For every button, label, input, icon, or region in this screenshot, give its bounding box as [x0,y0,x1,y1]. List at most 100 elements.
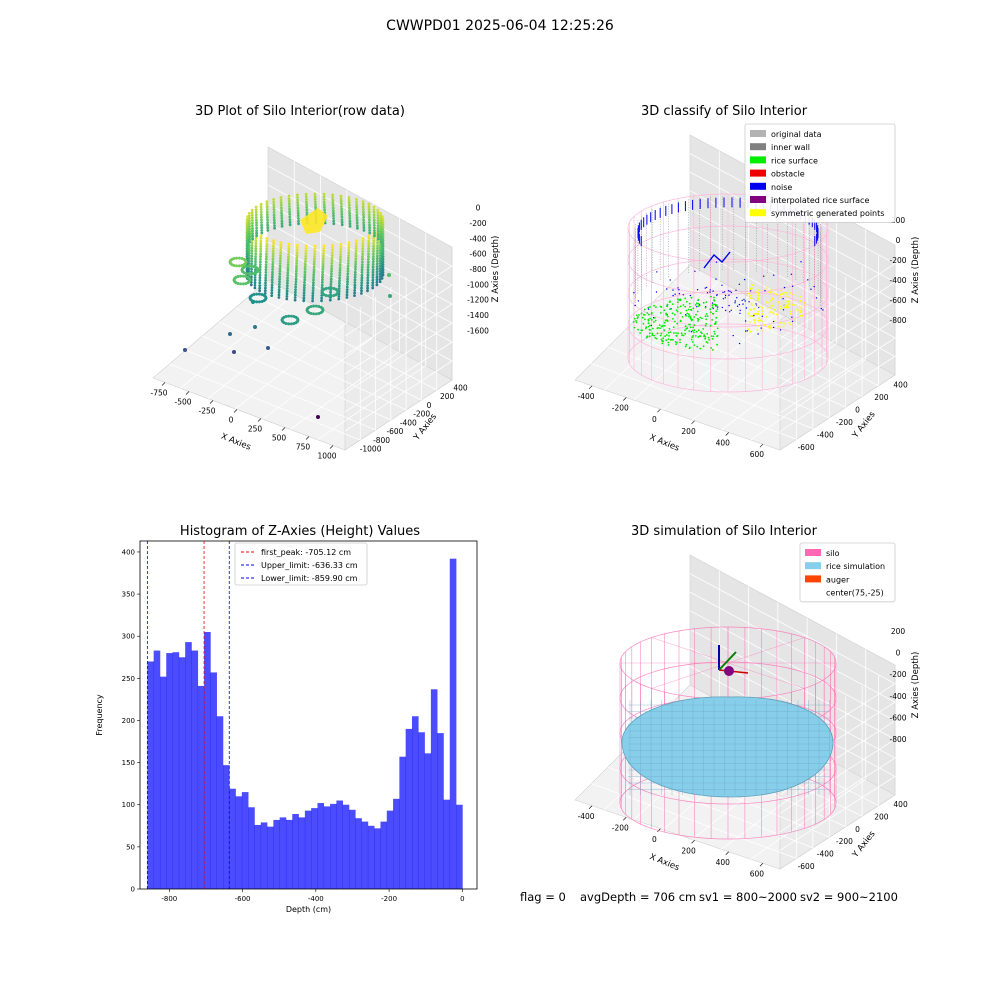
symmetric-point [765,289,767,291]
histogram-bar [273,820,280,889]
data-point [322,252,325,255]
data-point [251,227,254,230]
symmetric-point [780,290,782,292]
data-point [259,261,262,264]
noise-point [735,290,736,291]
data-point [379,212,382,215]
data-point [312,279,315,282]
data-point [265,240,268,243]
noise-point [814,286,815,287]
data-point [264,289,267,292]
data-point [362,242,365,245]
data-point [248,233,251,236]
data-point [296,199,299,202]
x-tick-label: -400 [578,812,595,821]
rice-surface-point [690,309,692,311]
data-point [287,322,290,325]
outlier-point [316,415,320,419]
data-point [273,206,276,209]
data-point [288,213,291,216]
data-point [361,253,364,256]
histogram-bar [387,811,394,889]
histogram-bar [305,811,312,889]
rice-surface-point [686,327,688,329]
symmetric-point [783,292,785,294]
data-point [254,276,257,279]
data-point [303,286,306,289]
data-point [376,278,379,281]
data-point [287,264,290,267]
data-point [330,273,333,276]
y-tick-label: -600 [386,427,403,436]
rice-surface-point [712,306,714,308]
symmetric-point [803,302,805,304]
y-tick-label: -200 [836,837,853,846]
data-point [251,230,254,233]
data-point [288,197,291,200]
rice-surface-point [693,324,695,326]
rice-surface-point [646,312,648,314]
symmetric-point [766,316,768,318]
y-tick-label: 150 [122,759,135,767]
data-point [312,305,315,308]
histogram-bar [450,559,457,889]
auger-center [724,666,734,676]
data-point [255,237,258,240]
data-point [347,254,350,257]
symmetric-point [786,307,788,309]
noise-point [744,279,745,280]
data-point [361,255,364,258]
outlier-point [388,294,392,298]
data-point [288,243,291,246]
data-point [256,267,259,270]
x-tick-label: 1000 [317,452,336,461]
rice-surface-point [666,334,668,336]
data-point [279,254,282,257]
data-point [255,293,258,296]
noise-point [677,287,678,288]
symmetric-point [757,329,759,331]
rice-surface-point [701,318,703,320]
symmetric-point [757,311,759,313]
rice-surface-point [714,333,716,335]
rice-surface-point [707,342,709,344]
data-point [368,234,371,237]
histogram-bar [236,796,243,889]
data-point [347,252,350,255]
symmetric-point [758,325,760,327]
data-point [287,256,290,259]
data-point [362,203,365,206]
data-point [259,248,262,251]
data-point [360,279,363,282]
data-point [246,244,249,247]
data-point [303,294,306,297]
data-point [362,213,365,216]
data-point [322,247,325,250]
data-point [355,250,358,253]
data-point [271,279,274,282]
noise-point [694,271,695,272]
symmetric-point [754,319,756,321]
symmetric-point [766,301,768,303]
rice-surface-point [634,327,636,329]
data-point [362,208,365,211]
data-point [270,292,273,295]
rice-surface-point [661,343,663,345]
data-point [271,286,274,289]
data-point [315,312,318,315]
rice-surface-point [706,333,708,335]
data-point [279,262,282,265]
data-point [323,193,326,196]
data-point [314,195,317,198]
data-point [280,196,283,199]
histogram-bar [355,818,362,889]
data-point [266,237,269,240]
data-point [305,250,308,253]
data-point [303,276,306,279]
x-tick [760,444,763,447]
data-point [380,238,383,241]
rice-surface-point [665,339,667,341]
symmetric-point [757,313,759,315]
data-point [323,195,326,198]
data-point [242,275,245,278]
